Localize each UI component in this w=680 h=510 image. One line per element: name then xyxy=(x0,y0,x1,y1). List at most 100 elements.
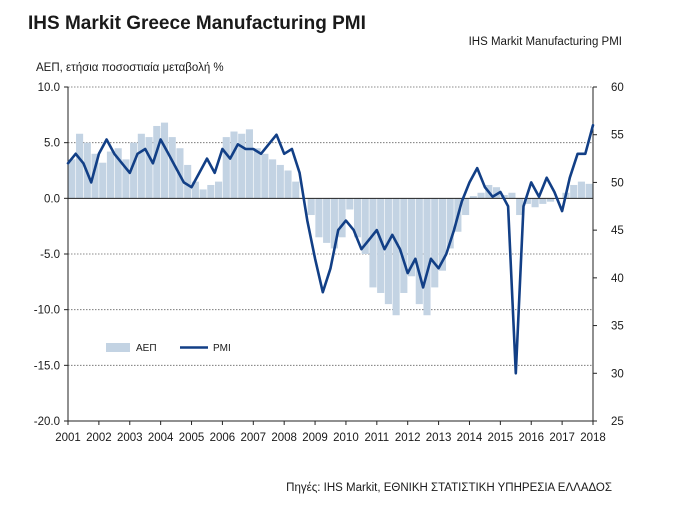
left-tick-label: -10.0 xyxy=(34,305,60,317)
gdp-bar xyxy=(106,151,115,199)
right-tick-label: 50 xyxy=(611,177,624,189)
gdp-bar xyxy=(130,142,138,199)
gdp-bar xyxy=(276,164,284,199)
legend-label-pmi: PMI xyxy=(213,343,231,354)
gdp-bar xyxy=(330,198,338,249)
x-tick-label: 2006 xyxy=(210,432,236,444)
gdp-bar xyxy=(546,198,555,202)
x-tick-label: 2018 xyxy=(580,432,606,444)
x-tick-label: 2003 xyxy=(117,432,143,444)
right-tick-label: 25 xyxy=(611,416,624,428)
gdp-bar xyxy=(253,148,261,199)
chart-title: IHS Markit Greece Manufacturing PMI xyxy=(28,13,366,34)
gdp-bar xyxy=(508,192,516,199)
left-tick-label: 10.0 xyxy=(38,82,60,94)
gdp-bar xyxy=(153,125,161,199)
gdp-bar xyxy=(199,189,207,199)
x-tick-label: 2011 xyxy=(364,432,389,444)
left-axis-label: ΑΕΠ, ετήσια ποσοστιαία μεταβολή % xyxy=(36,62,224,74)
gdp-bar xyxy=(315,198,323,238)
x-tick-label: 2016 xyxy=(518,432,544,444)
gdp-bar xyxy=(346,198,354,210)
gdp-bar xyxy=(570,184,578,199)
gdp-bar xyxy=(531,198,539,208)
x-tick-label: 2009 xyxy=(302,432,328,444)
gdp-bar xyxy=(230,131,238,199)
right-axis-label: IHS Markit Manufacturing PMI xyxy=(468,36,622,48)
gdp-bar xyxy=(307,198,315,216)
gdp-bar xyxy=(384,198,392,305)
gdp-bar xyxy=(477,192,485,199)
left-tick-label: 0.0 xyxy=(44,193,60,205)
x-tick-label: 2014 xyxy=(457,432,483,444)
right-tick-label: 40 xyxy=(611,273,624,285)
x-tick-label: 2001 xyxy=(55,432,81,444)
x-tick-label: 2008 xyxy=(271,432,297,444)
gdp-bar xyxy=(222,137,230,199)
legend-swatch-gdp xyxy=(106,343,130,352)
gdp-bar xyxy=(392,198,400,316)
right-tick-label: 55 xyxy=(611,130,624,142)
gdp-bar xyxy=(245,129,253,199)
x-tick-label: 2004 xyxy=(148,432,174,444)
gdp-bar xyxy=(523,198,531,204)
gdp-bar xyxy=(377,198,385,293)
x-tick-label: 2013 xyxy=(426,432,452,444)
gdp-bar xyxy=(261,153,269,199)
gdp-bar xyxy=(539,198,547,204)
right-tick-label: 45 xyxy=(611,225,624,237)
gdp-bar xyxy=(238,133,246,199)
gdp-bar xyxy=(76,133,84,199)
gdp-bar xyxy=(122,159,130,199)
x-tick-label: 2017 xyxy=(549,432,575,444)
gdp-bar xyxy=(516,198,524,216)
gdp-bar xyxy=(446,198,454,249)
gdp-bar xyxy=(492,187,501,199)
gdp-bar xyxy=(369,198,377,288)
gdp-bar xyxy=(184,164,192,199)
gdp-bar xyxy=(114,148,122,199)
gdp-bar xyxy=(323,198,331,243)
gdp-bar xyxy=(68,159,76,199)
gdp-bar xyxy=(462,198,470,216)
x-tick-label: 2007 xyxy=(240,432,266,444)
x-tick-label: 2002 xyxy=(86,432,112,444)
gdp-bar xyxy=(415,198,423,305)
x-tick-label: 2015 xyxy=(488,432,514,444)
gdp-bar xyxy=(438,198,446,271)
gdp-bar xyxy=(431,198,439,288)
gdp-bar xyxy=(284,170,292,199)
gdp-bar xyxy=(160,122,169,199)
gdp-bar xyxy=(400,198,408,293)
gdp-bar xyxy=(577,181,585,199)
gdp-bar xyxy=(353,198,362,238)
gdp-bar xyxy=(207,184,215,199)
gdp-bar xyxy=(191,181,199,199)
gdp-bar xyxy=(168,137,176,199)
left-tick-label: -5.0 xyxy=(40,249,60,261)
gdp-bar xyxy=(469,196,477,199)
gdp-bar xyxy=(269,159,277,199)
gdp-bar xyxy=(99,162,107,199)
x-tick-label: 2005 xyxy=(179,432,205,444)
x-tick-label: 2012 xyxy=(395,432,421,444)
gdp-bar xyxy=(338,198,346,238)
left-tick-label: 5.0 xyxy=(44,138,60,150)
pmi-line xyxy=(66,123,595,375)
gdp-bar xyxy=(137,133,145,199)
right-tick-label: 30 xyxy=(611,368,624,380)
legend-label-gdp: ΑΕΠ xyxy=(136,343,157,354)
gdp-bar xyxy=(215,181,223,199)
gdp-bar xyxy=(408,198,416,277)
left-tick-label: -20.0 xyxy=(34,416,60,428)
gdp-bar xyxy=(423,198,431,316)
right-tick-label: 60 xyxy=(611,82,624,94)
gdp-bar xyxy=(361,198,369,254)
gdp-bar xyxy=(145,137,153,199)
gdp-bar xyxy=(585,183,593,199)
gdp-bar xyxy=(91,153,99,199)
left-tick-label: -15.0 xyxy=(34,360,60,372)
source-note: Πηγές: IHS Markit, ΕΘΝΙΚΗ ΣΤΑΤΙΣΤΙΚΗ ΥΠΗ… xyxy=(286,482,612,494)
x-tick-label: 2010 xyxy=(333,432,359,444)
